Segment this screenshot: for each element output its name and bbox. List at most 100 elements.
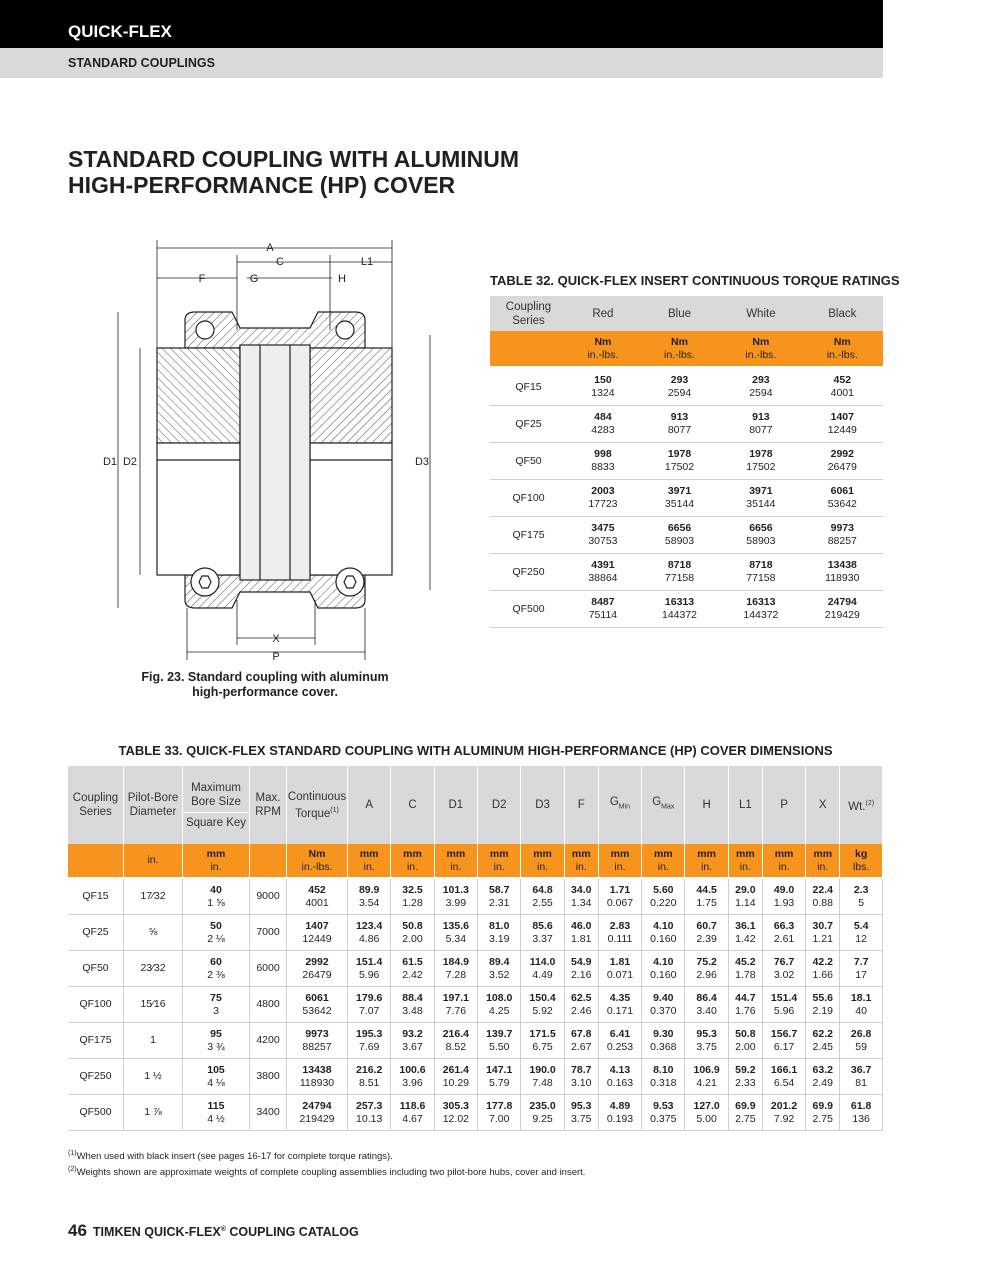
unit-cell: Nm in.-lbs. bbox=[801, 331, 883, 369]
value-imperial: 7.28 bbox=[445, 968, 467, 981]
value-imperial: 38864 bbox=[588, 572, 618, 584]
footnote: (1)When used with black insert (see page… bbox=[68, 1147, 585, 1163]
value-metric: 139.7 bbox=[486, 1027, 513, 1040]
value-imperial: 7.48 bbox=[532, 1076, 553, 1089]
value-metric: 452 bbox=[308, 883, 326, 896]
value-imperial: 3.10 bbox=[571, 1076, 592, 1089]
value-imperial: 0.375 bbox=[650, 1112, 677, 1125]
header-text: C bbox=[408, 799, 417, 811]
value-metric: 29.0 bbox=[735, 883, 756, 896]
torque-cell: 452 4001 bbox=[286, 878, 348, 915]
unit-cell: mm in. bbox=[641, 844, 686, 879]
value-metric: 18.1 bbox=[850, 991, 872, 1004]
value-imperial: 75114 bbox=[588, 609, 618, 621]
caption-line: high-performance cover. bbox=[192, 685, 338, 699]
value-imperial: 0.220 bbox=[650, 896, 677, 909]
value-metric: 135.6 bbox=[442, 919, 469, 932]
value-imperial: 3.54 bbox=[358, 896, 380, 909]
value-imperial: in.-lbs. bbox=[664, 348, 695, 361]
value-metric: 8718 bbox=[667, 559, 692, 571]
value-metric: 151.4 bbox=[356, 955, 383, 968]
dim-cell: 195.3 7.69 bbox=[347, 1022, 392, 1059]
coupling-body bbox=[156, 311, 393, 609]
dim-cell: 9.40 0.370 bbox=[641, 986, 686, 1023]
value-metric: 6656 bbox=[667, 522, 692, 534]
table-row: QF15 17⁄32 40 1 ⅝ 9000 452 4001 89.9 3.54 32.5 1.2… bbox=[68, 878, 883, 915]
value-cell: 452 4001 bbox=[801, 367, 883, 406]
value-imperial: 4.25 bbox=[488, 1004, 510, 1017]
dim-cell: 135.6 5.34 bbox=[434, 914, 479, 951]
value-metric: mm bbox=[206, 847, 226, 860]
footnotes: (1)When used with black insert (see page… bbox=[68, 1147, 585, 1179]
unit-row: Nm in.-lbs. Nm in.-lbs. Nm in.-lbs. Nm in.-lbs. bbox=[490, 331, 883, 369]
value-metric: 2.3 bbox=[853, 883, 869, 896]
value-imperial: 0.318 bbox=[650, 1076, 677, 1089]
dim-cell: 216.4 8.52 bbox=[434, 1022, 479, 1059]
value-metric: 3971 bbox=[667, 485, 692, 497]
value-imperial: 2594 bbox=[749, 387, 773, 399]
value-imperial: 12.02 bbox=[442, 1112, 469, 1125]
header-text: Maximum Bore Size bbox=[191, 781, 241, 808]
dim-cell: 150.4 5.92 bbox=[520, 986, 565, 1023]
value-imperial: 2.31 bbox=[488, 896, 510, 909]
dim-cell: 22.4 0.88 bbox=[805, 878, 841, 915]
dim-cell: 58.7 2.31 bbox=[477, 878, 522, 915]
header-text: G bbox=[609, 796, 619, 809]
value-imperial: 3.19 bbox=[488, 932, 510, 945]
dim-cell: 49.0 1.93 bbox=[762, 878, 807, 915]
pilot-cell: ⅝ bbox=[123, 914, 183, 951]
value-cell: 16313 144372 bbox=[720, 590, 802, 628]
dim-cell: 216.2 8.51 bbox=[347, 1058, 392, 1095]
value-metric: 6061 bbox=[830, 485, 854, 497]
value-imperial: 6.75 bbox=[532, 1040, 553, 1053]
dim-cell: 305.3 12.02 bbox=[434, 1094, 479, 1131]
unit-row: in. mm in. Nm in.-lbs. mm in. mm in. mm in. mm in. mm… bbox=[68, 844, 883, 879]
value-metric: 75 bbox=[210, 991, 222, 1004]
value-imperial: 5 bbox=[858, 896, 865, 909]
value-imperial: 1.14 bbox=[735, 896, 756, 909]
torque-cell: 13438 118930 bbox=[286, 1058, 348, 1095]
header-sub: Max bbox=[661, 803, 675, 811]
dim-label: G bbox=[250, 273, 259, 285]
value-imperial: 58903 bbox=[664, 535, 695, 547]
value-imperial: 1.81 bbox=[571, 932, 592, 945]
value-cell: 1407 12449 bbox=[801, 405, 883, 443]
dim-cell: 50.8 2.00 bbox=[390, 914, 435, 951]
rpm-cell: 3800 bbox=[249, 1058, 287, 1095]
value-imperial: 3.02 bbox=[773, 968, 795, 981]
column-header: Coupling Series bbox=[68, 766, 124, 844]
value-cell: 3475 30753 bbox=[567, 516, 639, 554]
table-title: TABLE 33. QUICK-FLEX STANDARD COUPLING W… bbox=[118, 743, 833, 758]
value-metric: 2.83 bbox=[609, 919, 631, 932]
value-imperial: 40 bbox=[855, 1004, 867, 1017]
subheader-bar: STANDARD COUPLINGS bbox=[0, 48, 883, 78]
value-imperial: 7.07 bbox=[358, 1004, 380, 1017]
value-metric: 4.35 bbox=[609, 991, 631, 1004]
value-metric: 9973 bbox=[830, 522, 854, 534]
dim-cell: 5.60 0.220 bbox=[641, 878, 686, 915]
value-metric: 95 bbox=[210, 1027, 222, 1040]
value-imperial: 4.49 bbox=[532, 968, 553, 981]
value-imperial: 118930 bbox=[299, 1076, 335, 1089]
value-imperial: 5.50 bbox=[488, 1040, 510, 1053]
value-imperial: 2.96 bbox=[696, 968, 717, 981]
dim-cell: 4.35 0.171 bbox=[598, 986, 643, 1023]
value-metric: 2992 bbox=[830, 448, 854, 460]
value-metric: 2003 bbox=[591, 485, 615, 497]
bore-cell: 40 1 ⅝ bbox=[182, 878, 250, 915]
value-metric: mm bbox=[403, 847, 422, 860]
column-header: C bbox=[390, 766, 435, 844]
value-metric: mm bbox=[774, 847, 794, 860]
value-metric: 1978 bbox=[667, 448, 692, 460]
header-sub: Min bbox=[618, 803, 631, 811]
dim-cell: 179.6 7.07 bbox=[347, 986, 392, 1023]
dim-cell: 78.7 3.10 bbox=[564, 1058, 599, 1095]
dimensions-table: Coupling Series Pilot-Bore Diameter Maximu… bbox=[68, 766, 883, 1131]
value-imperial: 77158 bbox=[746, 572, 776, 584]
unit-cell: mm in. bbox=[390, 844, 435, 879]
header-text: Wt. bbox=[848, 800, 866, 813]
unit-cell bbox=[68, 844, 124, 879]
bore-cell: 75 3 bbox=[182, 986, 250, 1023]
value-imperial: 9.25 bbox=[532, 1112, 553, 1125]
